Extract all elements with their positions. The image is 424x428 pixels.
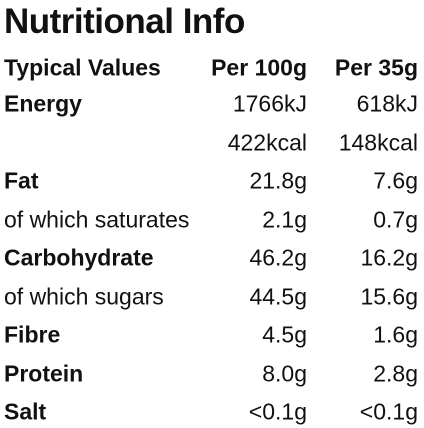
- row-label: Energy: [4, 90, 82, 117]
- title: Nutritional Info: [4, 2, 245, 41]
- column-header: Per 100g: [211, 54, 307, 81]
- value-per-35g: 0.7g: [373, 206, 418, 232]
- value-per-100g: 21.8g: [249, 167, 307, 194]
- value-per-35g: 15.6g: [360, 283, 418, 309]
- value-per-100g: <0.1g: [248, 398, 307, 425]
- row-label: of which saturates: [4, 206, 190, 232]
- value-per-35g: 618kJ: [356, 90, 418, 117]
- value-per-100g: 8.0g: [262, 360, 307, 386]
- row-label: Fibre: [4, 321, 61, 348]
- value-per-35g: <0.1g: [359, 398, 418, 425]
- value-per-100g: 1766kJ: [232, 90, 307, 117]
- value-per-35g: 16.2g: [360, 244, 418, 271]
- row-label: Fat: [4, 167, 39, 194]
- value-per-35g: 7.6g: [373, 167, 418, 194]
- row-label: of which sugars: [4, 283, 164, 309]
- value-per-100g: 46.2g: [249, 244, 307, 271]
- value-per-35g: 2.8g: [373, 360, 418, 386]
- value-per-100g: 422kcal: [227, 129, 307, 155]
- column-header: Typical Values: [4, 54, 161, 81]
- value-per-35g: 148kcal: [338, 129, 418, 155]
- row-label: Protein: [4, 360, 84, 386]
- value-per-100g: 4.5g: [262, 321, 307, 348]
- row-label: Salt: [4, 398, 47, 425]
- column-header: Per 35g: [334, 54, 418, 81]
- value-per-100g: 44.5g: [249, 283, 307, 309]
- value-per-35g: 1.6g: [373, 321, 418, 348]
- value-per-100g: 2.1g: [262, 206, 307, 232]
- row-label: Carbohydrate: [4, 244, 154, 271]
